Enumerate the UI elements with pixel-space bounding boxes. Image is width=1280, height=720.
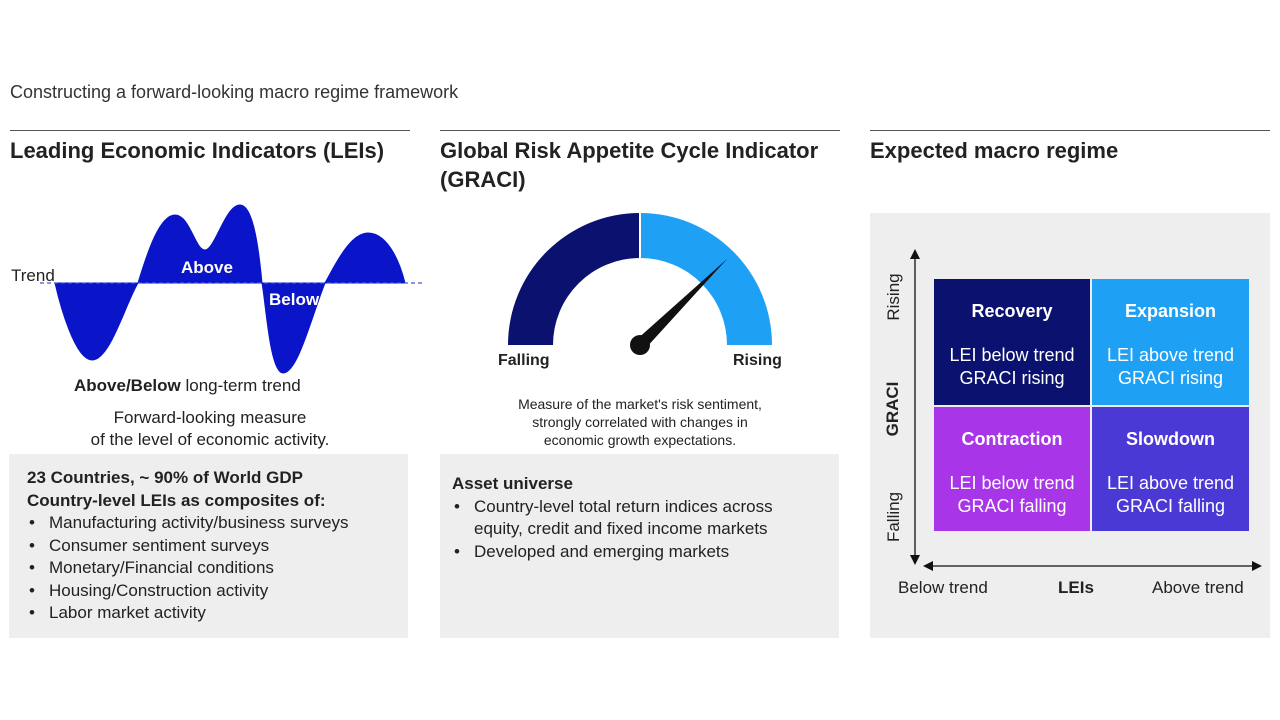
lei-description: Forward-looking measure of the level of … — [10, 407, 410, 451]
gauge-needle — [635, 259, 727, 349]
lei-caption-bold: Above/Below — [74, 376, 181, 395]
quadrant-description: LEI below trend GRACI falling — [934, 472, 1090, 518]
quadrant-description: LEI above trend GRACI rising — [1092, 344, 1249, 390]
quadrant-recovery: Recovery LEI below trend GRACI rising — [934, 279, 1090, 405]
list-item-line: Developed and emerging markets — [474, 541, 730, 561]
regime-axes — [910, 249, 1262, 571]
y-axis-falling-label: Falling — [884, 491, 903, 543]
list-item-line: equity, credit and fixed income markets — [474, 519, 768, 538]
y-axis-label: GRACI — [883, 381, 902, 437]
quadrant-line: LEI above trend — [1106, 345, 1235, 365]
x-axis-left-label: Below trend — [898, 578, 988, 597]
quadrant-contraction: Contraction LEI below trend GRACI fallin… — [934, 407, 1090, 531]
lei-details-box: 23 Countries, ~ 90% of World GDP Country… — [9, 454, 408, 638]
list-item: Manufacturing activity/business surveys — [29, 512, 408, 535]
regime-column-title: Expected macro regime — [870, 138, 1119, 163]
graci-description-line1: Measure of the market's risk sentiment, — [518, 396, 762, 412]
quadrant-title: Expansion — [1124, 301, 1217, 321]
lei-wave-diagram — [40, 204, 425, 374]
x-axis-right-label: Above trend — [1152, 578, 1244, 597]
quadrant-line: GRACI rising — [959, 368, 1065, 388]
y-axis-arrow-up — [910, 249, 920, 259]
lei-description-line1: Forward-looking measure — [113, 408, 307, 427]
x-axis-arrow-left — [923, 561, 933, 571]
list-item: Developed and emerging markets — [454, 541, 839, 564]
list-item: Labor market activity — [29, 602, 408, 625]
list-item: Consumer sentiment surveys — [29, 535, 408, 558]
asset-universe-list: Country-level total return indices acros… — [452, 496, 839, 564]
quadrant-line: GRACI rising — [1117, 368, 1224, 388]
list-item: Housing/Construction activity — [29, 580, 408, 603]
y-axis-arrow-down — [910, 555, 920, 565]
asset-universe-heading: Asset universe — [452, 474, 573, 493]
graci-column-rule — [440, 130, 840, 131]
graci-description: Measure of the market's risk sentiment, … — [440, 395, 840, 449]
gauge-falling-label: Falling — [498, 352, 550, 369]
above-label: Above — [181, 258, 233, 277]
asset-universe-box: Asset universe Country-level total retur… — [440, 454, 839, 638]
graci-column-title: Global Risk Appetite Cycle Indicator (GR… — [440, 136, 860, 194]
x-axis-label: LEIs — [1058, 578, 1094, 597]
below-label: Below — [269, 290, 320, 309]
quadrant-line: GRACI falling — [957, 496, 1067, 516]
lei-caption-rest: long-term trend — [180, 376, 301, 395]
graci-description-line3: economic growth expectations. — [543, 432, 737, 448]
quadrant-description: LEI below trend GRACI rising — [934, 344, 1090, 390]
quadrant-slowdown: Slowdown LEI above trend GRACI falling — [1092, 407, 1249, 531]
list-item-line: Country-level total return indices acros… — [474, 496, 773, 516]
list-item: Country-level total return indices acros… — [454, 496, 839, 541]
graci-gauge — [508, 213, 772, 355]
lei-column-title: Leading Economic Indicators (LEIs) — [10, 138, 385, 163]
lei-column-rule — [10, 130, 410, 131]
trend-label: Trend — [11, 266, 55, 285]
lei-box-heading1: 23 Countries, ~ 90% of World GDP — [27, 468, 303, 487]
quadrant-line: LEI below trend — [949, 473, 1075, 493]
x-axis-arrow-right — [1252, 561, 1262, 571]
quadrant-line: LEI above trend — [1106, 473, 1235, 493]
quadrant-title: Recovery — [971, 301, 1053, 321]
lei-wave-caption: Above/Below long-term trend — [74, 376, 301, 396]
lei-description-line2: of the level of economic activity. — [90, 430, 330, 449]
lei-wave-shape — [54, 204, 406, 374]
quadrant-expansion: Expansion LEI above trend GRACI rising — [1092, 279, 1249, 405]
regime-column-rule — [870, 130, 1270, 131]
lei-components-list: Manufacturing activity/business surveys … — [27, 512, 408, 625]
quadrant-title: Slowdown — [1126, 429, 1215, 449]
quadrant-line: LEI below trend — [949, 345, 1075, 365]
page-title: Constructing a forward-looking macro reg… — [10, 82, 459, 102]
quadrant-title: Contraction — [961, 429, 1063, 449]
quadrant-description: LEI above trend GRACI falling — [1092, 472, 1249, 518]
quadrant-line: GRACI falling — [1115, 496, 1226, 516]
gauge-rising-label: Rising — [733, 352, 782, 369]
list-item: Monetary/Financial conditions — [29, 557, 408, 580]
gauge-falling-arc — [508, 213, 640, 345]
lei-box-heading2: Country-level LEIs as composites of: — [27, 490, 326, 510]
graci-description-line2: strongly correlated with changes in — [532, 414, 748, 430]
graci-title-line2: (GRACI) — [440, 167, 526, 192]
gauge-pivot — [630, 335, 650, 355]
y-axis-rising-label: Rising — [884, 273, 903, 321]
graci-title-line1: Global Risk Appetite Cycle Indicator — [440, 138, 819, 163]
